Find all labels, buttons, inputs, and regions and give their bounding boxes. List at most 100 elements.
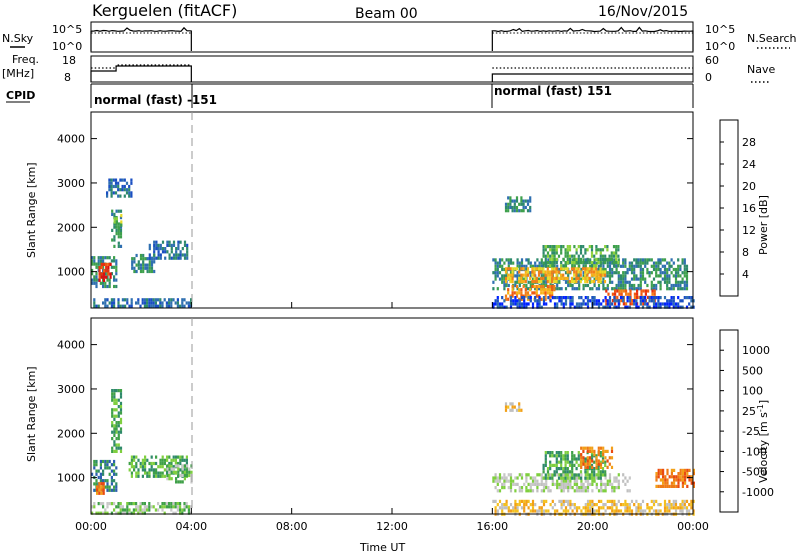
heatmap-cell [545,479,548,483]
heatmap-cell [504,405,508,409]
heatmap-cell [548,280,552,284]
heatmap-cell [588,261,591,265]
heatmap-cell [125,181,129,185]
heatmap-cell [613,509,616,513]
heatmap-cell [93,463,96,467]
heatmap-cell [509,276,512,280]
heatmap-cell [102,472,105,476]
heatmap-cell [544,457,547,461]
heatmap-cell [650,258,653,262]
heatmap-cell [515,199,519,203]
heatmap-cell [545,283,548,288]
heatmap-cell [555,280,558,284]
heatmap-cell [617,254,620,258]
heatmap-cell [179,502,182,506]
heatmap-cell [604,254,607,258]
heatmap-cell [646,283,649,288]
heatmap-cell [115,232,118,236]
heatmap-cell [622,299,625,303]
heatmap-cell [172,470,175,474]
heatmap-cell [121,511,124,515]
heatmap-cell [183,240,187,244]
heatmap-cell [679,287,682,291]
heatmap-cell [685,277,689,281]
heatmap-cell [507,209,510,213]
heatmap-cell [571,302,574,306]
heatmap-cell [110,463,113,467]
heatmap-cell [163,505,166,509]
heatmap-cell [109,272,112,276]
heatmap-cell [146,474,149,478]
heatmap-cell [181,511,184,515]
heatmap-cell [577,451,580,455]
heatmap-cell [503,486,506,490]
heatmap-cell [593,283,596,288]
heatmap-cell [529,196,532,200]
heatmap-cell [163,511,166,515]
heatmap-cell [544,297,547,301]
heatmap-cell [555,257,558,261]
heatmap-cell [139,508,142,512]
heatmap-cell [560,251,563,255]
heatmap-cell [117,502,120,506]
heatmap-cell [573,503,576,507]
heatmap-cell [589,509,592,513]
heatmap-cell [494,258,497,262]
heatmap-cell [584,473,587,477]
heatmap-cell [681,478,684,482]
heatmap-cell [153,257,156,261]
heatmap-cell [540,509,543,513]
heatmap-cell [119,449,123,453]
heatmap-cell [586,476,589,480]
heatmap-cell [597,283,601,288]
heatmap-cell [176,304,179,308]
heatmap-cell [569,283,572,288]
heatmap-cell [567,509,570,513]
heatmap-cell [516,305,519,309]
heatmap-cell [584,251,587,255]
heatmap-cell [555,463,558,467]
nsky-tick-bottom-left: 10^0 [52,40,82,53]
heatmap-cell [547,296,550,300]
heatmap-cell [115,228,118,232]
heatmap-cell [591,287,594,291]
heatmap-cell [179,508,182,512]
heatmap-cell [177,461,180,466]
heatmap-cell [542,270,545,274]
heatmap-cell [531,499,535,503]
heatmap-cell [628,267,631,272]
heatmap-cell [580,296,583,300]
heatmap-cell [168,304,171,308]
heatmap-cell [668,299,671,303]
heatmap-cell [542,254,545,258]
heatmap-cell [509,196,512,200]
heatmap-cell [107,272,110,276]
heatmap-cell [646,305,649,309]
heatmap-cell [582,299,585,303]
heatmap-cell [115,278,118,282]
heatmap-cell [534,503,537,507]
heatmap-cell [125,188,129,192]
heatmap-cell [166,455,169,459]
heatmap-cell [612,254,616,258]
heatmap-cell [553,284,556,289]
heatmap-cell [692,499,695,503]
nsky-label: N.Sky [2,32,34,45]
heatmap-cell [670,264,673,268]
heatmap-cell [498,277,502,281]
heatmap-cell [527,499,530,503]
heatmap-cell [523,302,526,306]
heatmap-cell [146,458,149,462]
heatmap-cell [93,488,96,492]
heatmap-cell [568,245,572,249]
heatmap-cell [494,261,497,265]
heatmap-cell [514,296,517,300]
heatmap-cell [571,457,574,461]
heatmap-cell [110,194,113,198]
heatmap-cell [558,280,561,284]
heatmap-cell [553,305,557,309]
heatmap-cell [111,389,114,393]
heatmap-cell [655,271,658,275]
heatmap-cell [110,178,113,182]
heatmap-cell [123,178,126,182]
